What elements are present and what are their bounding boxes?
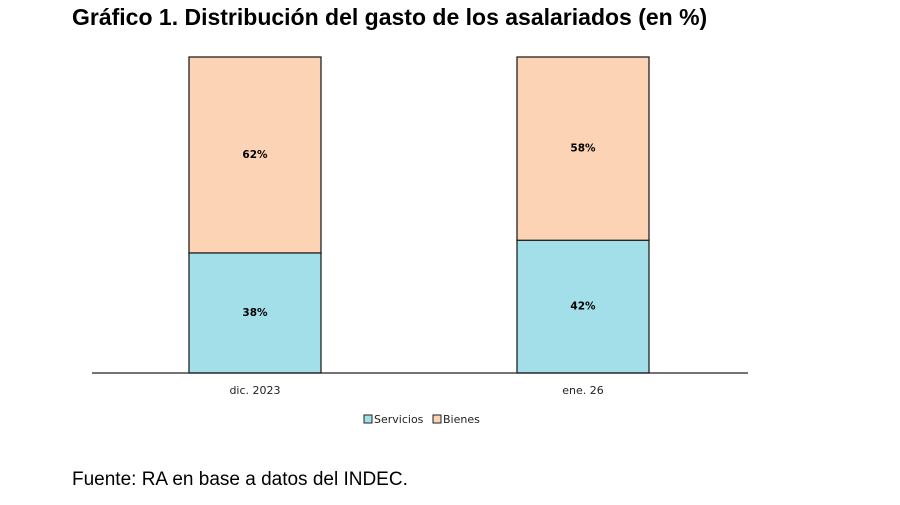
legend-swatch-bienes xyxy=(432,414,442,424)
data-label-servicios-0: 38% xyxy=(242,307,268,319)
chart-title: Gráfico 1. Distribución del gasto de los… xyxy=(72,4,708,30)
stacked-bar-chart: 38% 62% 42% 58% dic. 2023 ene. 26 Servicios B… xyxy=(92,56,748,426)
legend-label-servicios: Servicios xyxy=(374,413,424,426)
bars-group: 38% 62% 42% 58% xyxy=(188,56,650,374)
legend-swatch-servicios xyxy=(363,414,373,424)
legend-label-bienes: Bienes xyxy=(443,413,480,426)
bar-bienes-1 xyxy=(516,56,650,241)
data-label-bienes-1: 58% xyxy=(570,143,596,155)
source-note: Fuente: RA en base a datos del INDEC. xyxy=(72,469,408,490)
data-label-servicios-1: 42% xyxy=(570,301,596,313)
bar-servicios-1 xyxy=(516,239,650,374)
data-label-bienes-0: 62% xyxy=(242,149,268,161)
bar-bienes-0 xyxy=(188,56,322,254)
x-tick-label-0: dic. 2023 xyxy=(229,384,280,397)
legend: Servicios Bienes xyxy=(363,413,480,426)
x-tick-label-1: ene. 26 xyxy=(562,384,604,397)
bar-servicios-0 xyxy=(188,252,322,374)
x-tick-labels: dic. 2023 ene. 26 xyxy=(229,384,603,397)
